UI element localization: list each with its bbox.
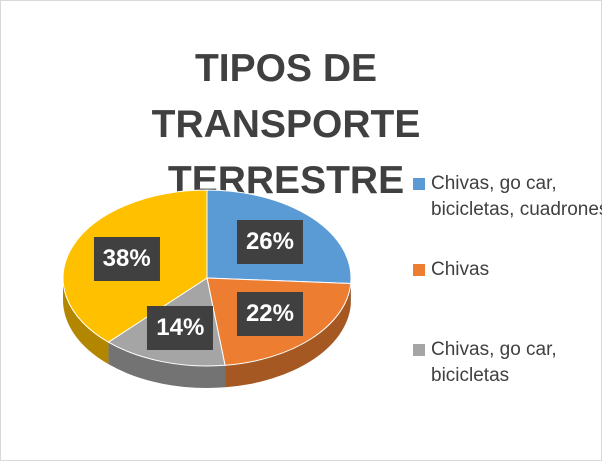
slice-side: [225, 283, 351, 388]
legend-label: Chivas, go car, bicicletas, cuadrones: [431, 173, 602, 220]
legend-item: Chivas, go car, bicicletas, cuadrones: [413, 171, 602, 223]
data-label: 22%: [236, 292, 303, 337]
legend-item: Chivas, go car, bicicletas: [413, 337, 602, 389]
legend-item: Chivas: [413, 257, 602, 283]
legend-label: Chivas: [431, 259, 490, 280]
legend-label: Chivas, go car, bicicletas: [431, 339, 557, 386]
chart-title: TIPOS DE TRANSPORTE TERRESTRE: [151, 47, 421, 202]
data-label: 26%: [236, 219, 303, 264]
data-label: 14%: [147, 306, 214, 351]
slice-side: [108, 342, 226, 388]
legend-swatch: [413, 178, 425, 190]
legend-swatch: [413, 344, 425, 356]
slice-side: [63, 278, 109, 365]
legend-swatch: [413, 264, 425, 276]
data-label: 38%: [93, 236, 160, 281]
